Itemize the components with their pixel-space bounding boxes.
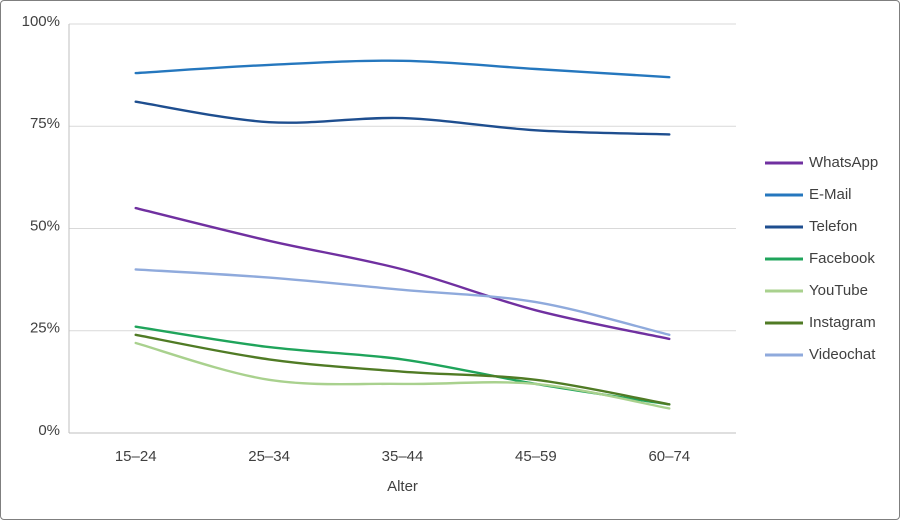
x-tick-label-0: 15–24 [115, 448, 157, 465]
x-axis-title: Alter [387, 478, 418, 495]
legend-item-videochat: Videochat [765, 346, 876, 363]
legend-item-e-mail: E-Mail [765, 186, 852, 203]
legend-label-videochat: Videochat [809, 346, 876, 363]
legend-item-instagram: Instagram [765, 314, 876, 331]
x-tick-label-4: 60–74 [648, 448, 690, 465]
series-line-instagram [134, 333, 671, 406]
y-tick-label-0: 0% [38, 422, 60, 439]
y-tick-label-25: 25% [30, 320, 60, 337]
series-line-whatsapp [134, 206, 671, 341]
y-tick-label-75: 75% [30, 115, 60, 132]
legend-label-telefon: Telefon [809, 218, 857, 235]
series-line-e-mail [134, 59, 671, 79]
legend-item-telefon: Telefon [765, 218, 857, 235]
series-line-telefon [134, 100, 671, 136]
legend-item-facebook: Facebook [765, 250, 875, 267]
series-line-youtube [134, 341, 671, 410]
x-tick-label-1: 25–34 [248, 448, 290, 465]
x-tick-label-3: 45–59 [515, 448, 557, 465]
y-tick-label-100: 100% [22, 13, 60, 30]
series-line-videochat [134, 268, 671, 337]
legend-label-whatsapp: WhatsApp [809, 154, 878, 171]
legend-label-instagram: Instagram [809, 314, 876, 331]
legend-item-youtube: YouTube [765, 282, 868, 299]
x-tick-label-2: 35–44 [382, 448, 424, 465]
legend-label-youtube: YouTube [809, 282, 868, 299]
legend-label-e-mail: E-Mail [809, 186, 852, 203]
legend-item-whatsapp: WhatsApp [765, 154, 878, 171]
y-tick-label-50: 50% [30, 217, 60, 234]
legend-label-facebook: Facebook [809, 250, 875, 267]
